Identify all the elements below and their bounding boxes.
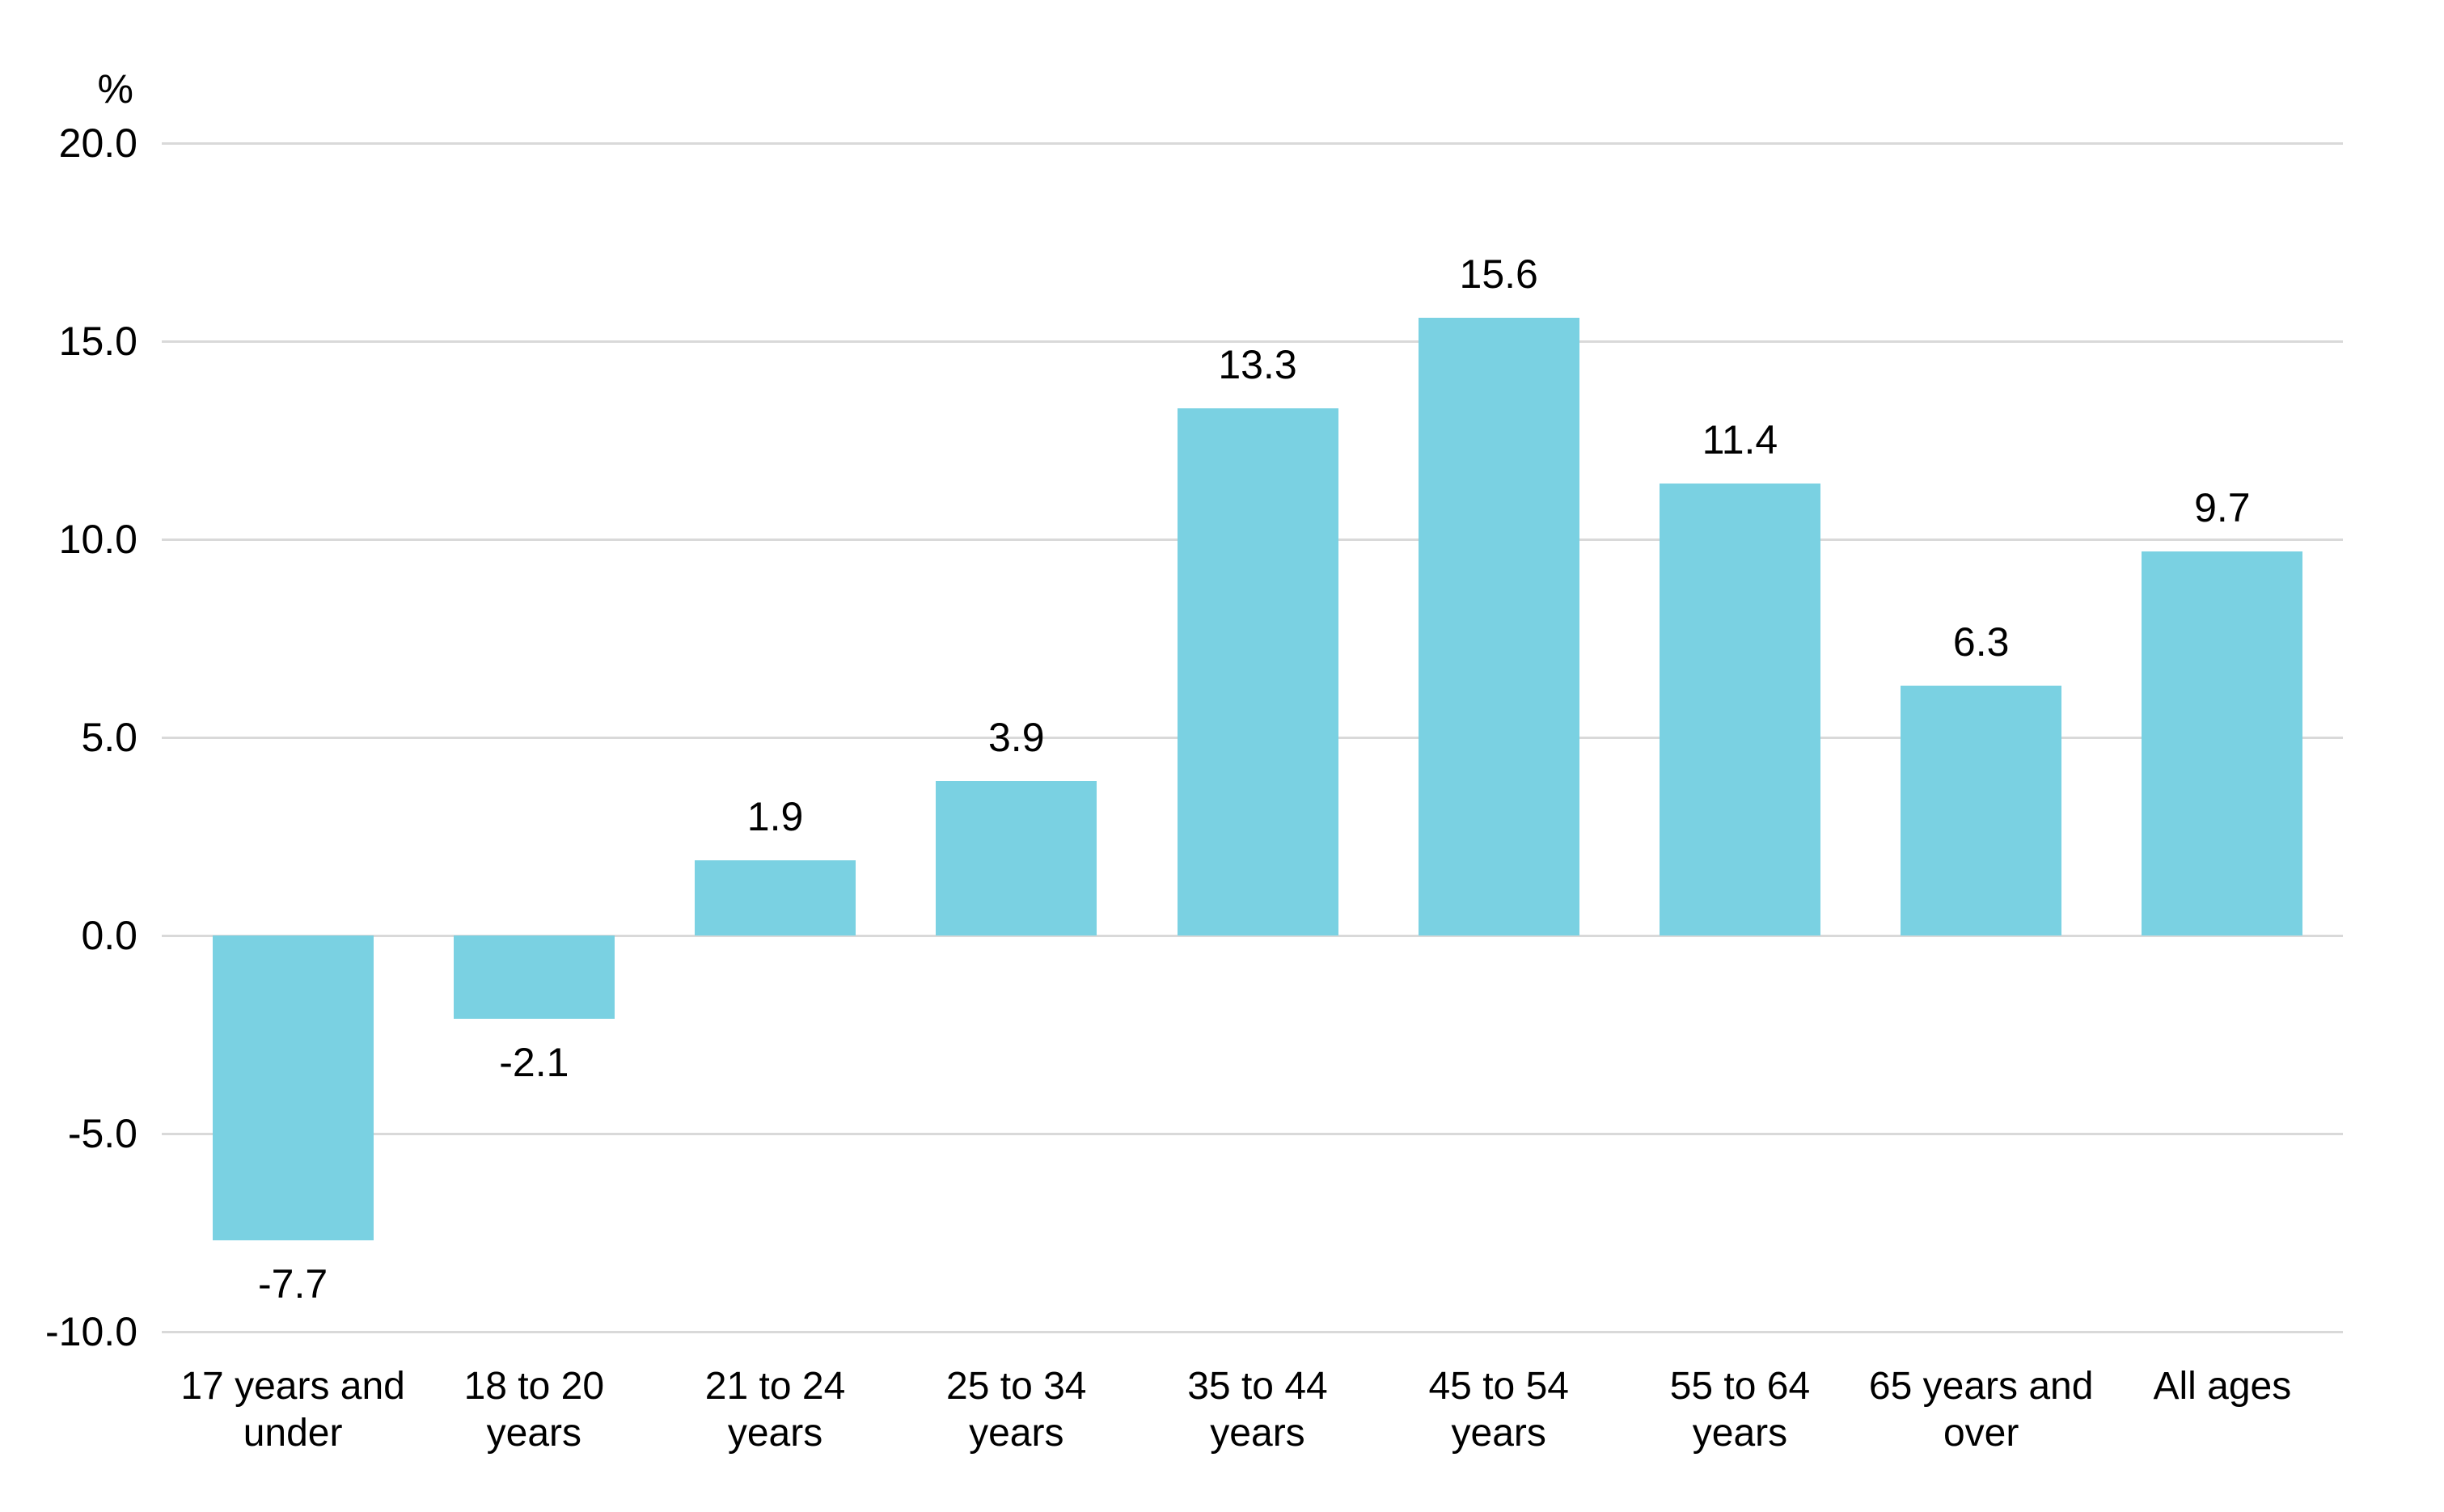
x-axis-category-label-line: years [1692, 1412, 1788, 1455]
y-tick-label: -10.0 [45, 1309, 137, 1354]
x-axis-category-label: 21 to 24 years [654, 1363, 895, 1457]
y-tick-label: -5.0 [67, 1111, 137, 1156]
x-axis-category-label-line: 18 to 20 [463, 1365, 605, 1408]
x-axis-category-label-line: years [1451, 1412, 1546, 1455]
x-axis-category-label-line: 17 years and [180, 1365, 405, 1408]
bar-value-label: 3.9 [988, 714, 1045, 760]
gridline [162, 340, 2343, 343]
x-axis-category-label: 65 years and over [1861, 1363, 2102, 1457]
x-axis-category-label: 45 to 54 years [1378, 1363, 1619, 1457]
bar-value-label: 9.7 [2194, 484, 2251, 530]
gridline [162, 1133, 2343, 1135]
bar [212, 935, 374, 1241]
bar-value-label: -2.1 [499, 1039, 569, 1085]
y-tick-label: 20.0 [58, 120, 137, 166]
x-axis-category-label-line: 35 to 44 [1187, 1365, 1328, 1408]
gridline [162, 935, 2343, 937]
x-axis-category-label-line: 65 years and [1868, 1365, 2094, 1408]
y-tick-label: 0.0 [81, 913, 137, 958]
bar-value-label: 15.6 [1459, 251, 1538, 297]
x-axis-category-label: 17 years and under [172, 1363, 413, 1457]
y-tick-label: 10.0 [58, 517, 137, 562]
bar [936, 780, 1097, 935]
bar [1659, 484, 1820, 935]
x-axis-category-label-line: years [1210, 1412, 1305, 1455]
y-tick-label: 5.0 [81, 715, 137, 760]
bar-value-label: 1.9 [746, 793, 804, 839]
x-axis-category-label-line: years [727, 1412, 823, 1455]
x-axis-category-label: 18 to 20 years [413, 1363, 654, 1457]
x-axis-category-label-line: under [243, 1412, 343, 1455]
x-axis-category-label: 35 to 44 years [1137, 1363, 1378, 1457]
x-axis-category-label-line: over [1943, 1412, 2019, 1455]
bar [453, 935, 615, 1019]
x-axis-category-label-line: 21 to 24 [704, 1365, 846, 1408]
bar [695, 859, 856, 935]
bar [1177, 408, 1338, 935]
x-axis-category-label-line: years [486, 1412, 582, 1455]
gridline [162, 1331, 2343, 1333]
bar-value-label: 11.4 [1702, 417, 1778, 463]
bar [1418, 317, 1579, 935]
bar [1901, 686, 2062, 935]
x-axis-category-label: 25 to 34 years [896, 1363, 1137, 1457]
x-axis-category-label-line: 45 to 54 [1428, 1365, 1569, 1408]
bar-value-label: -7.7 [258, 1261, 328, 1307]
x-axis-category-label-line: years [969, 1412, 1064, 1455]
x-axis-category-label-line: 55 to 64 [1669, 1365, 1811, 1408]
x-axis-category-label-line: 25 to 34 [946, 1365, 1087, 1408]
x-axis-category-label: 55 to 64 years [1619, 1363, 1860, 1457]
x-axis-category-label: All ages [2102, 1363, 2343, 1410]
x-axis-category-label-line: All ages [2153, 1365, 2292, 1408]
bar [2142, 551, 2303, 935]
bar-value-label: 6.3 [1952, 619, 2010, 665]
bar-value-label: 13.3 [1218, 342, 1297, 388]
y-tick-label: 15.0 [58, 319, 137, 364]
gridline [162, 142, 2343, 145]
y-axis-unit-label: % [97, 66, 133, 112]
